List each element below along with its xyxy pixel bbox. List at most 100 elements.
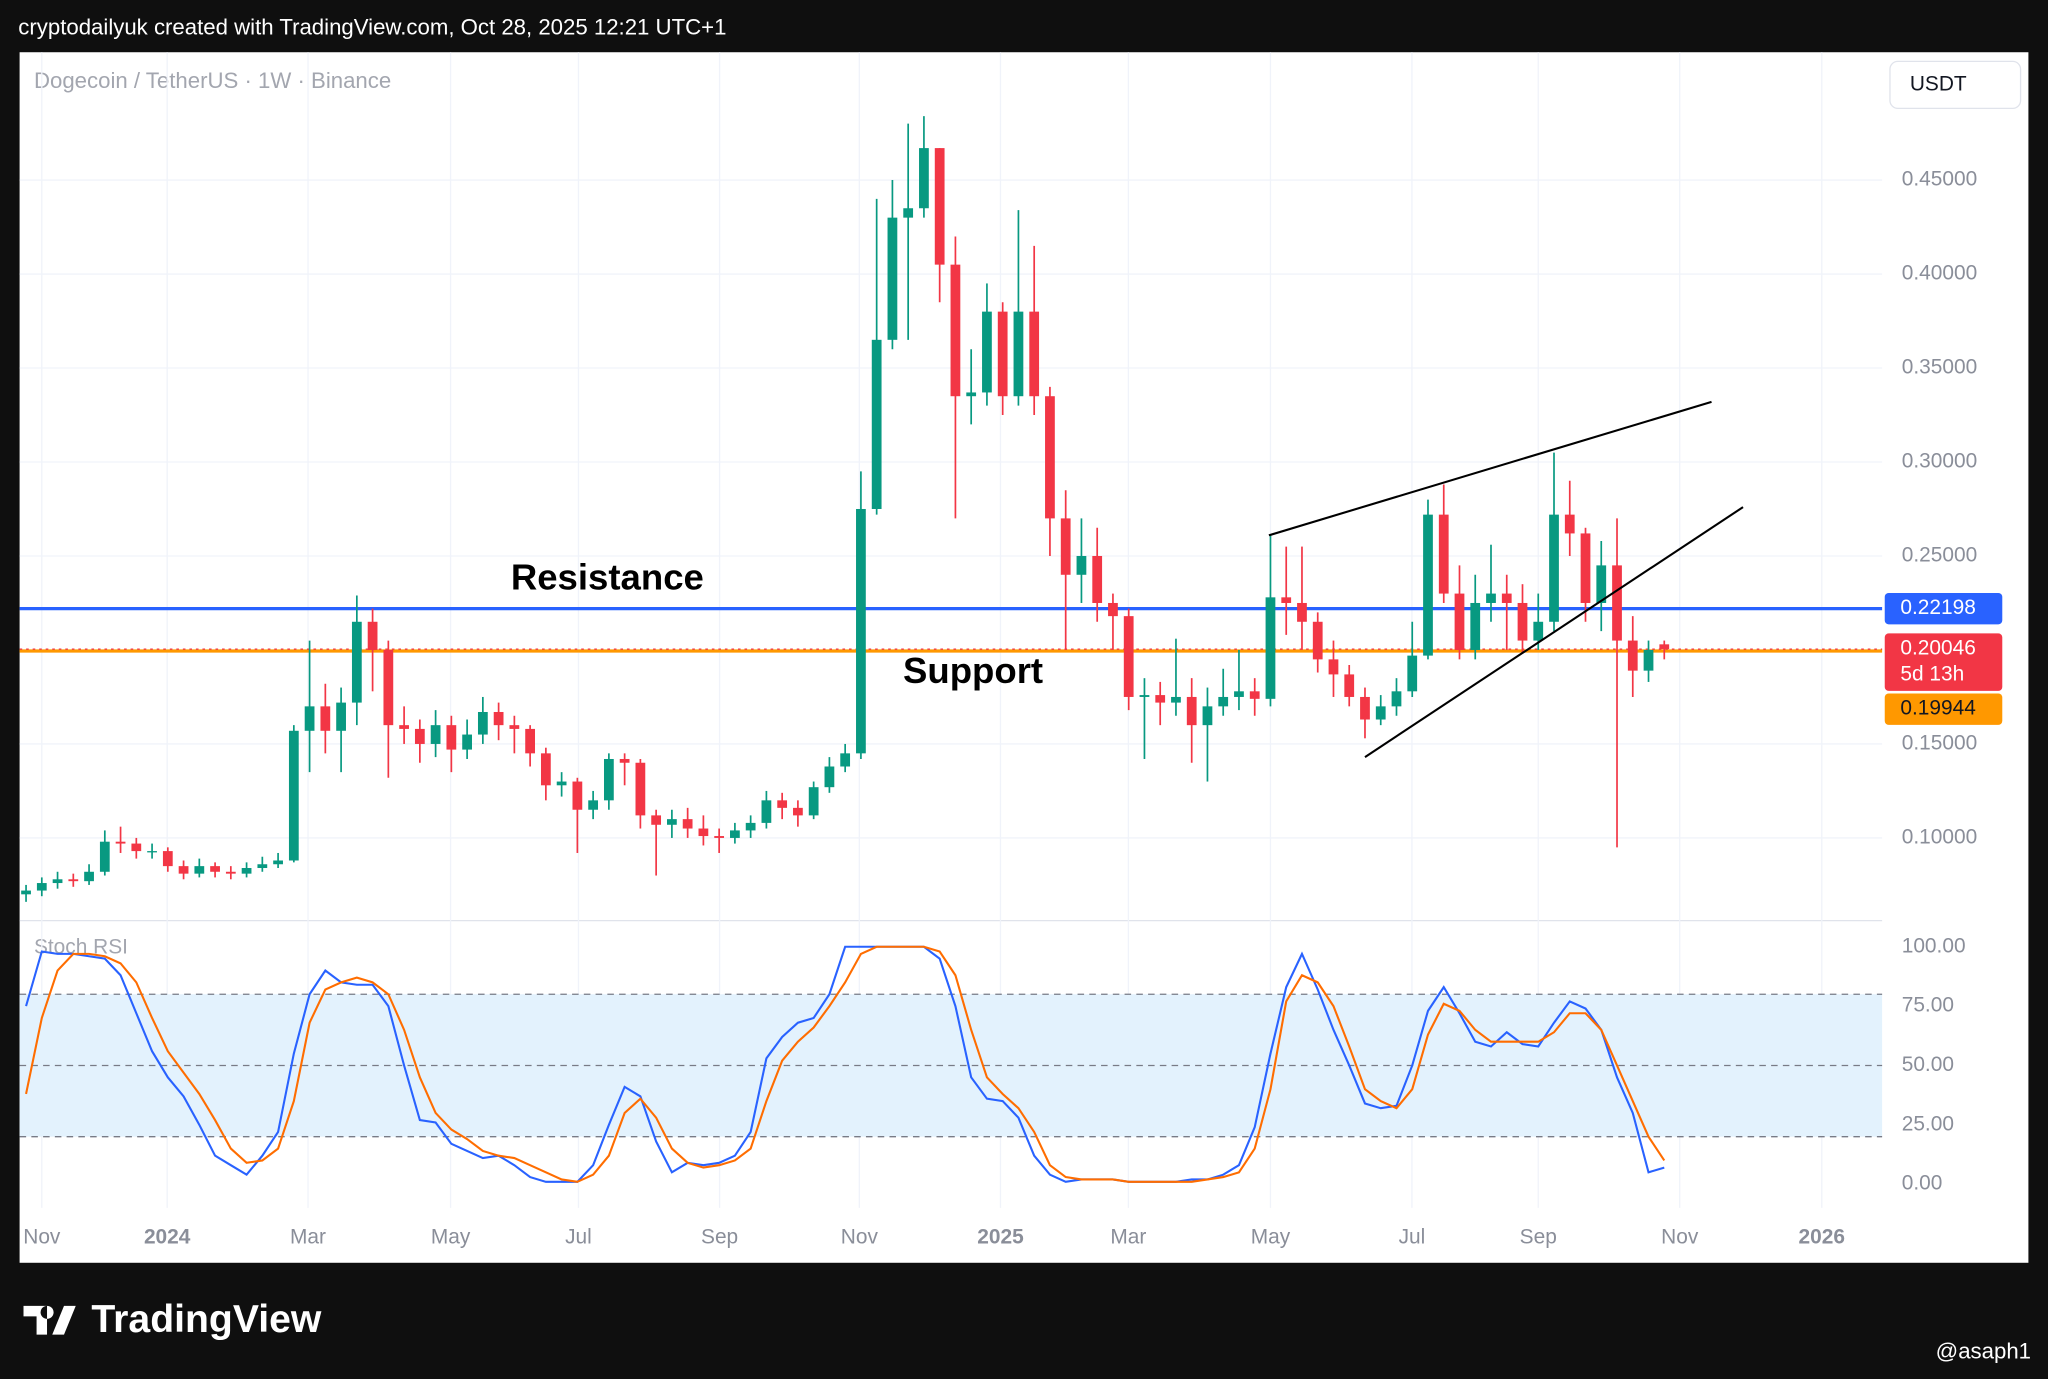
candle-body <box>1139 695 1150 697</box>
candle-body <box>1344 674 1355 697</box>
candle-body <box>1486 593 1496 603</box>
candle-body <box>1580 533 1591 603</box>
candle-body <box>1533 621 1544 641</box>
candle-body <box>462 734 472 750</box>
candle-body <box>1501 593 1512 603</box>
candle-body <box>1360 696 1370 720</box>
candle-body <box>793 807 803 816</box>
candle-body <box>257 864 268 869</box>
candle-body <box>871 339 882 509</box>
candle-body <box>682 819 693 829</box>
x-tick-label: May <box>431 1225 471 1248</box>
candle-body <box>414 728 425 744</box>
candle-body <box>635 762 646 816</box>
candle-body <box>351 621 362 703</box>
x-tick-label: Sep <box>701 1225 738 1248</box>
annotation: Support <box>903 650 1043 691</box>
candle-body <box>1375 706 1386 720</box>
x-tick-label: Jul <box>565 1225 592 1248</box>
support-price-box <box>1884 693 2003 725</box>
last-price: 5d 13h <box>1900 663 1964 686</box>
y-tick-label: 0.00 <box>1902 1172 1943 1195</box>
candle-body <box>1249 691 1260 699</box>
x-tick-label: Nov <box>1661 1225 1699 1248</box>
candle-body <box>556 781 567 786</box>
candle-body <box>178 866 189 874</box>
candle-body <box>225 871 236 874</box>
candle-body <box>131 843 142 852</box>
candle-body <box>1328 659 1339 675</box>
candle-body <box>1407 655 1418 692</box>
candle-body <box>840 753 851 767</box>
candle-body <box>1013 311 1024 397</box>
candle-body <box>903 208 914 218</box>
stoch-line <box>25 945 1666 1183</box>
candle-body <box>1643 649 1654 671</box>
candle-body <box>1281 597 1292 603</box>
candle-body <box>1470 602 1481 650</box>
candle-body <box>367 621 378 650</box>
candle-body <box>36 883 47 891</box>
candle-body <box>1423 514 1433 656</box>
candle-body <box>1202 706 1213 726</box>
candle-body <box>887 217 898 340</box>
x-tick-label: Nov <box>841 1225 879 1248</box>
candle-body <box>1234 691 1244 697</box>
candle-body <box>1265 597 1276 699</box>
candle-body <box>1297 602 1307 622</box>
candle-body <box>430 725 441 744</box>
candle-body <box>919 148 929 209</box>
candle-body <box>336 702 346 731</box>
candle-body <box>1123 616 1134 697</box>
candle-body <box>273 860 283 865</box>
candle-body <box>1596 565 1607 603</box>
logo: TradingView <box>23 1298 322 1341</box>
y-tick-label: 0.10000 <box>1902 825 1977 848</box>
candle-body <box>714 836 725 838</box>
candle-body <box>619 758 630 763</box>
currency-box[interactable] <box>1889 60 2022 110</box>
resistance-price-box <box>1884 592 2003 625</box>
candle-body <box>52 879 63 884</box>
candle-body <box>808 787 819 816</box>
candle-body <box>1549 514 1559 622</box>
candle-body <box>210 866 220 872</box>
y-tick-label: 0.40000 <box>1902 262 1977 285</box>
x-tick-label: 2025 <box>977 1225 1024 1248</box>
candle-body <box>241 868 252 874</box>
candle-body <box>1155 695 1166 703</box>
candle-body <box>982 311 992 393</box>
candle-body <box>1564 514 1575 534</box>
logo-mark <box>23 1305 76 1335</box>
candle-body <box>1612 565 1622 641</box>
symbol-title: Dogecoin / TetherUS · 1W · Binance <box>34 68 391 93</box>
candle-body <box>1108 602 1118 617</box>
username: @asaph1 <box>1936 1339 2031 1364</box>
candle-body <box>162 851 173 867</box>
candle-body <box>1060 518 1071 575</box>
last-price-box <box>1884 633 2003 691</box>
candle-body <box>1171 696 1181 703</box>
y-tick-label: 0.30000 <box>1902 450 1977 473</box>
candle-body <box>1659 644 1670 650</box>
candle-body <box>115 841 126 844</box>
x-tick-label: 2024 <box>144 1225 191 1248</box>
candle-body <box>603 758 614 801</box>
candle-body <box>1092 555 1103 603</box>
candle-body <box>761 800 772 823</box>
candle-body <box>667 819 677 825</box>
last-price: 0.20046 <box>1900 637 1975 660</box>
candle-body <box>147 851 157 853</box>
candle-body <box>99 841 110 872</box>
candle-body <box>1312 621 1323 660</box>
currency: USDT <box>1910 72 1967 95</box>
candle-body <box>588 800 599 810</box>
candle-body <box>1076 555 1087 575</box>
y-tick-label: 0.25000 <box>1902 544 1977 567</box>
candle-body <box>856 508 866 754</box>
candle-body <box>383 649 394 726</box>
y-tick-label: 75.00 <box>1902 994 1954 1017</box>
candle-body <box>730 830 740 838</box>
y-tick-label: 25.00 <box>1902 1112 1954 1135</box>
